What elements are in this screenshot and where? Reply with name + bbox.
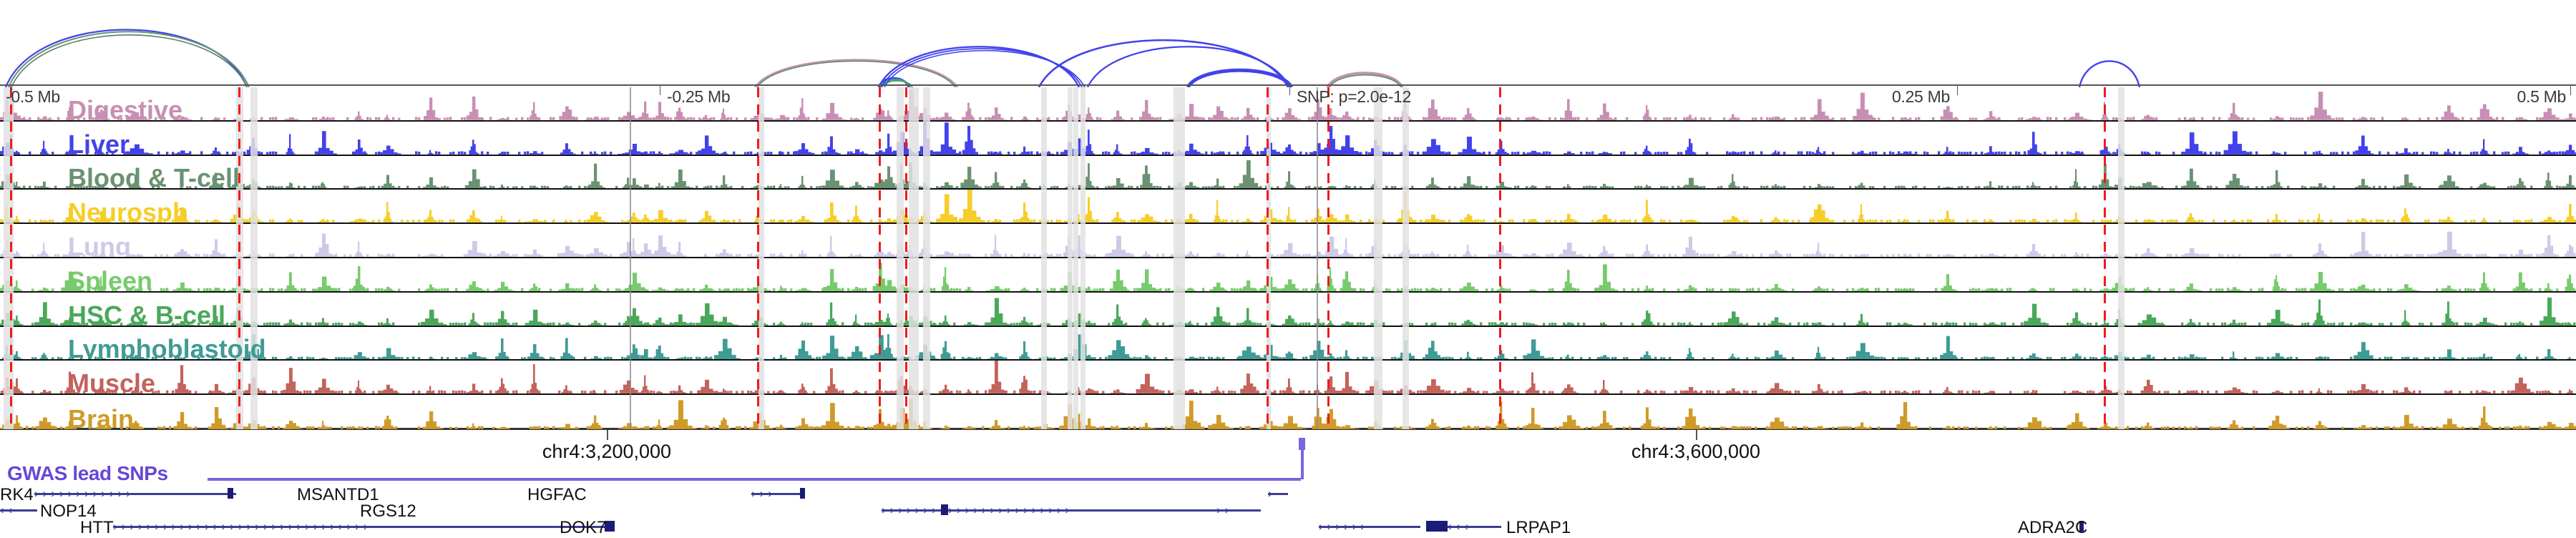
signal-histogram <box>0 327 2576 360</box>
ruler-tick-label: 0.25 Mb <box>1892 87 1950 107</box>
signal-track: Lung <box>0 224 2576 258</box>
ruler-tick <box>1957 86 1958 95</box>
track-label-hsc-b-cell: HSC & B-cell <box>68 303 225 327</box>
coord-tick-group: chr4:3,200,000 chr4:3,600,000 <box>0 428 2576 464</box>
ruler-tick-group: -0.5 Mb -0.25 Mb 0.25 Mb 0.5 Mb SNP: p=2.0e-… <box>0 84 2576 113</box>
snp-annotation-tick <box>1289 86 1290 95</box>
interaction-arc <box>1088 47 1289 87</box>
interaction-arc <box>755 60 957 87</box>
gene-exon <box>1426 521 1448 532</box>
signal-histogram <box>0 293 2576 326</box>
gene-strand-arrows: ›››››››››››› <box>34 486 236 502</box>
track-label-neurosph: Neurosph <box>68 200 188 224</box>
gene-strand-arrows: ››››››››››››››››››››››››››››››› <box>113 519 607 535</box>
gene-exon <box>941 504 948 515</box>
signal-histogram <box>0 224 2576 257</box>
signal-track: Muscle <box>0 361 2576 395</box>
coord-tick <box>607 430 608 440</box>
signal-histogram <box>0 190 2576 222</box>
gene-name-label[interactable]: HGFAC <box>527 485 587 505</box>
signal-histogram <box>0 258 2576 291</box>
gene-strand-arrows: ›› <box>1216 503 1261 519</box>
track-label-lung: Lung <box>68 234 131 258</box>
gene-strand-arrows: ››› <box>751 486 803 502</box>
snp-pvalue-annotation: SNP: p=2.0e-12 <box>1297 87 1411 107</box>
interaction-arc <box>1039 40 1288 87</box>
interaction-arc <box>9 31 249 87</box>
chromatin-interaction-arcs <box>0 0 2576 87</box>
track-label-blood-t-cell: Blood & T-cell <box>68 165 240 190</box>
interaction-arc <box>757 61 955 87</box>
ruler-tick-label: 0.5 Mb <box>2517 87 2566 107</box>
gwas-lead-snps-label: GWAS lead SNPs <box>7 462 168 485</box>
signal-histogram <box>0 395 2576 429</box>
gene-strand-arrows: ‹‹ <box>0 503 37 519</box>
gene-name-label[interactable]: DOK7 <box>560 518 606 538</box>
signal-track: Lymphoblastoid <box>0 327 2576 361</box>
gene-row: ›››››››››››››››››››››››››››››››HTT ››››››… <box>0 519 2576 536</box>
signal-track: Brain <box>0 395 2576 429</box>
track-label-brain: Brain <box>68 406 134 429</box>
track-label-liver: Liver <box>68 132 130 156</box>
gene-strand-arrows: ›››››› <box>1319 519 1420 535</box>
signal-histogram <box>0 156 2576 189</box>
coord-tick <box>1696 430 1697 440</box>
ruler-tick-label: -0.25 Mb <box>667 87 730 107</box>
gene-name-label[interactable]: HTT <box>80 518 114 538</box>
signal-histogram <box>0 122 2576 155</box>
coord-tick-label: chr4:3,600,000 <box>1631 441 1760 463</box>
interaction-arc <box>882 49 1082 87</box>
gene-name-label[interactable]: RGS12 <box>360 502 416 522</box>
gene-name-label[interactable]: RK4 <box>0 485 34 505</box>
interaction-arc <box>11 35 247 87</box>
signal-track: Liver <box>0 122 2576 156</box>
gene-annotation-track: ››››››››››››RK4›››MSANTD1›HGFAC‹‹NOP14››… <box>0 486 2576 537</box>
signal-track: HSC & B-cell <box>0 293 2576 327</box>
track-label-lymphoblastoid: Lymphoblastoid <box>68 336 266 361</box>
gene-row: ‹‹NOP14›››››››››››››››››››››››RGS12›› <box>0 503 2576 519</box>
signal-track: Blood & T-cell <box>0 156 2576 190</box>
signal-track: Spleen <box>0 258 2576 293</box>
ruler-tick-label: -0.5 Mb <box>6 87 60 107</box>
interaction-arc <box>2079 61 2140 87</box>
gene-strand-arrows: ‹‹‹ <box>1448 519 1501 535</box>
ruler-tick <box>2570 86 2571 95</box>
gwas-lead-snps-track: GWAS lead SNPs <box>0 465 2576 486</box>
gene-row: ››››››››››››RK4›››MSANTD1›HGFAC <box>0 486 2576 503</box>
track-label-muscle: Muscle <box>68 371 155 395</box>
gene-strand-arrows: › <box>1268 486 1288 502</box>
interaction-arc <box>6 29 247 87</box>
gene-name-label[interactable]: ADRA2C <box>2018 518 2087 538</box>
coord-tick-label: chr4:3,200,000 <box>542 441 671 463</box>
signal-histogram <box>0 361 2576 393</box>
gene-name-label[interactable]: LRPAP1 <box>1506 518 1571 538</box>
interaction-arc <box>879 47 1079 87</box>
gene-strand-arrows: ››››››››››››››››››››››› <box>882 503 1249 519</box>
signal-track: Neurosph <box>0 190 2576 224</box>
gene-exon <box>800 488 805 499</box>
gene-exon <box>228 488 233 499</box>
gwas-axis-line <box>208 478 1301 481</box>
track-label-spleen: Spleen <box>68 268 152 293</box>
